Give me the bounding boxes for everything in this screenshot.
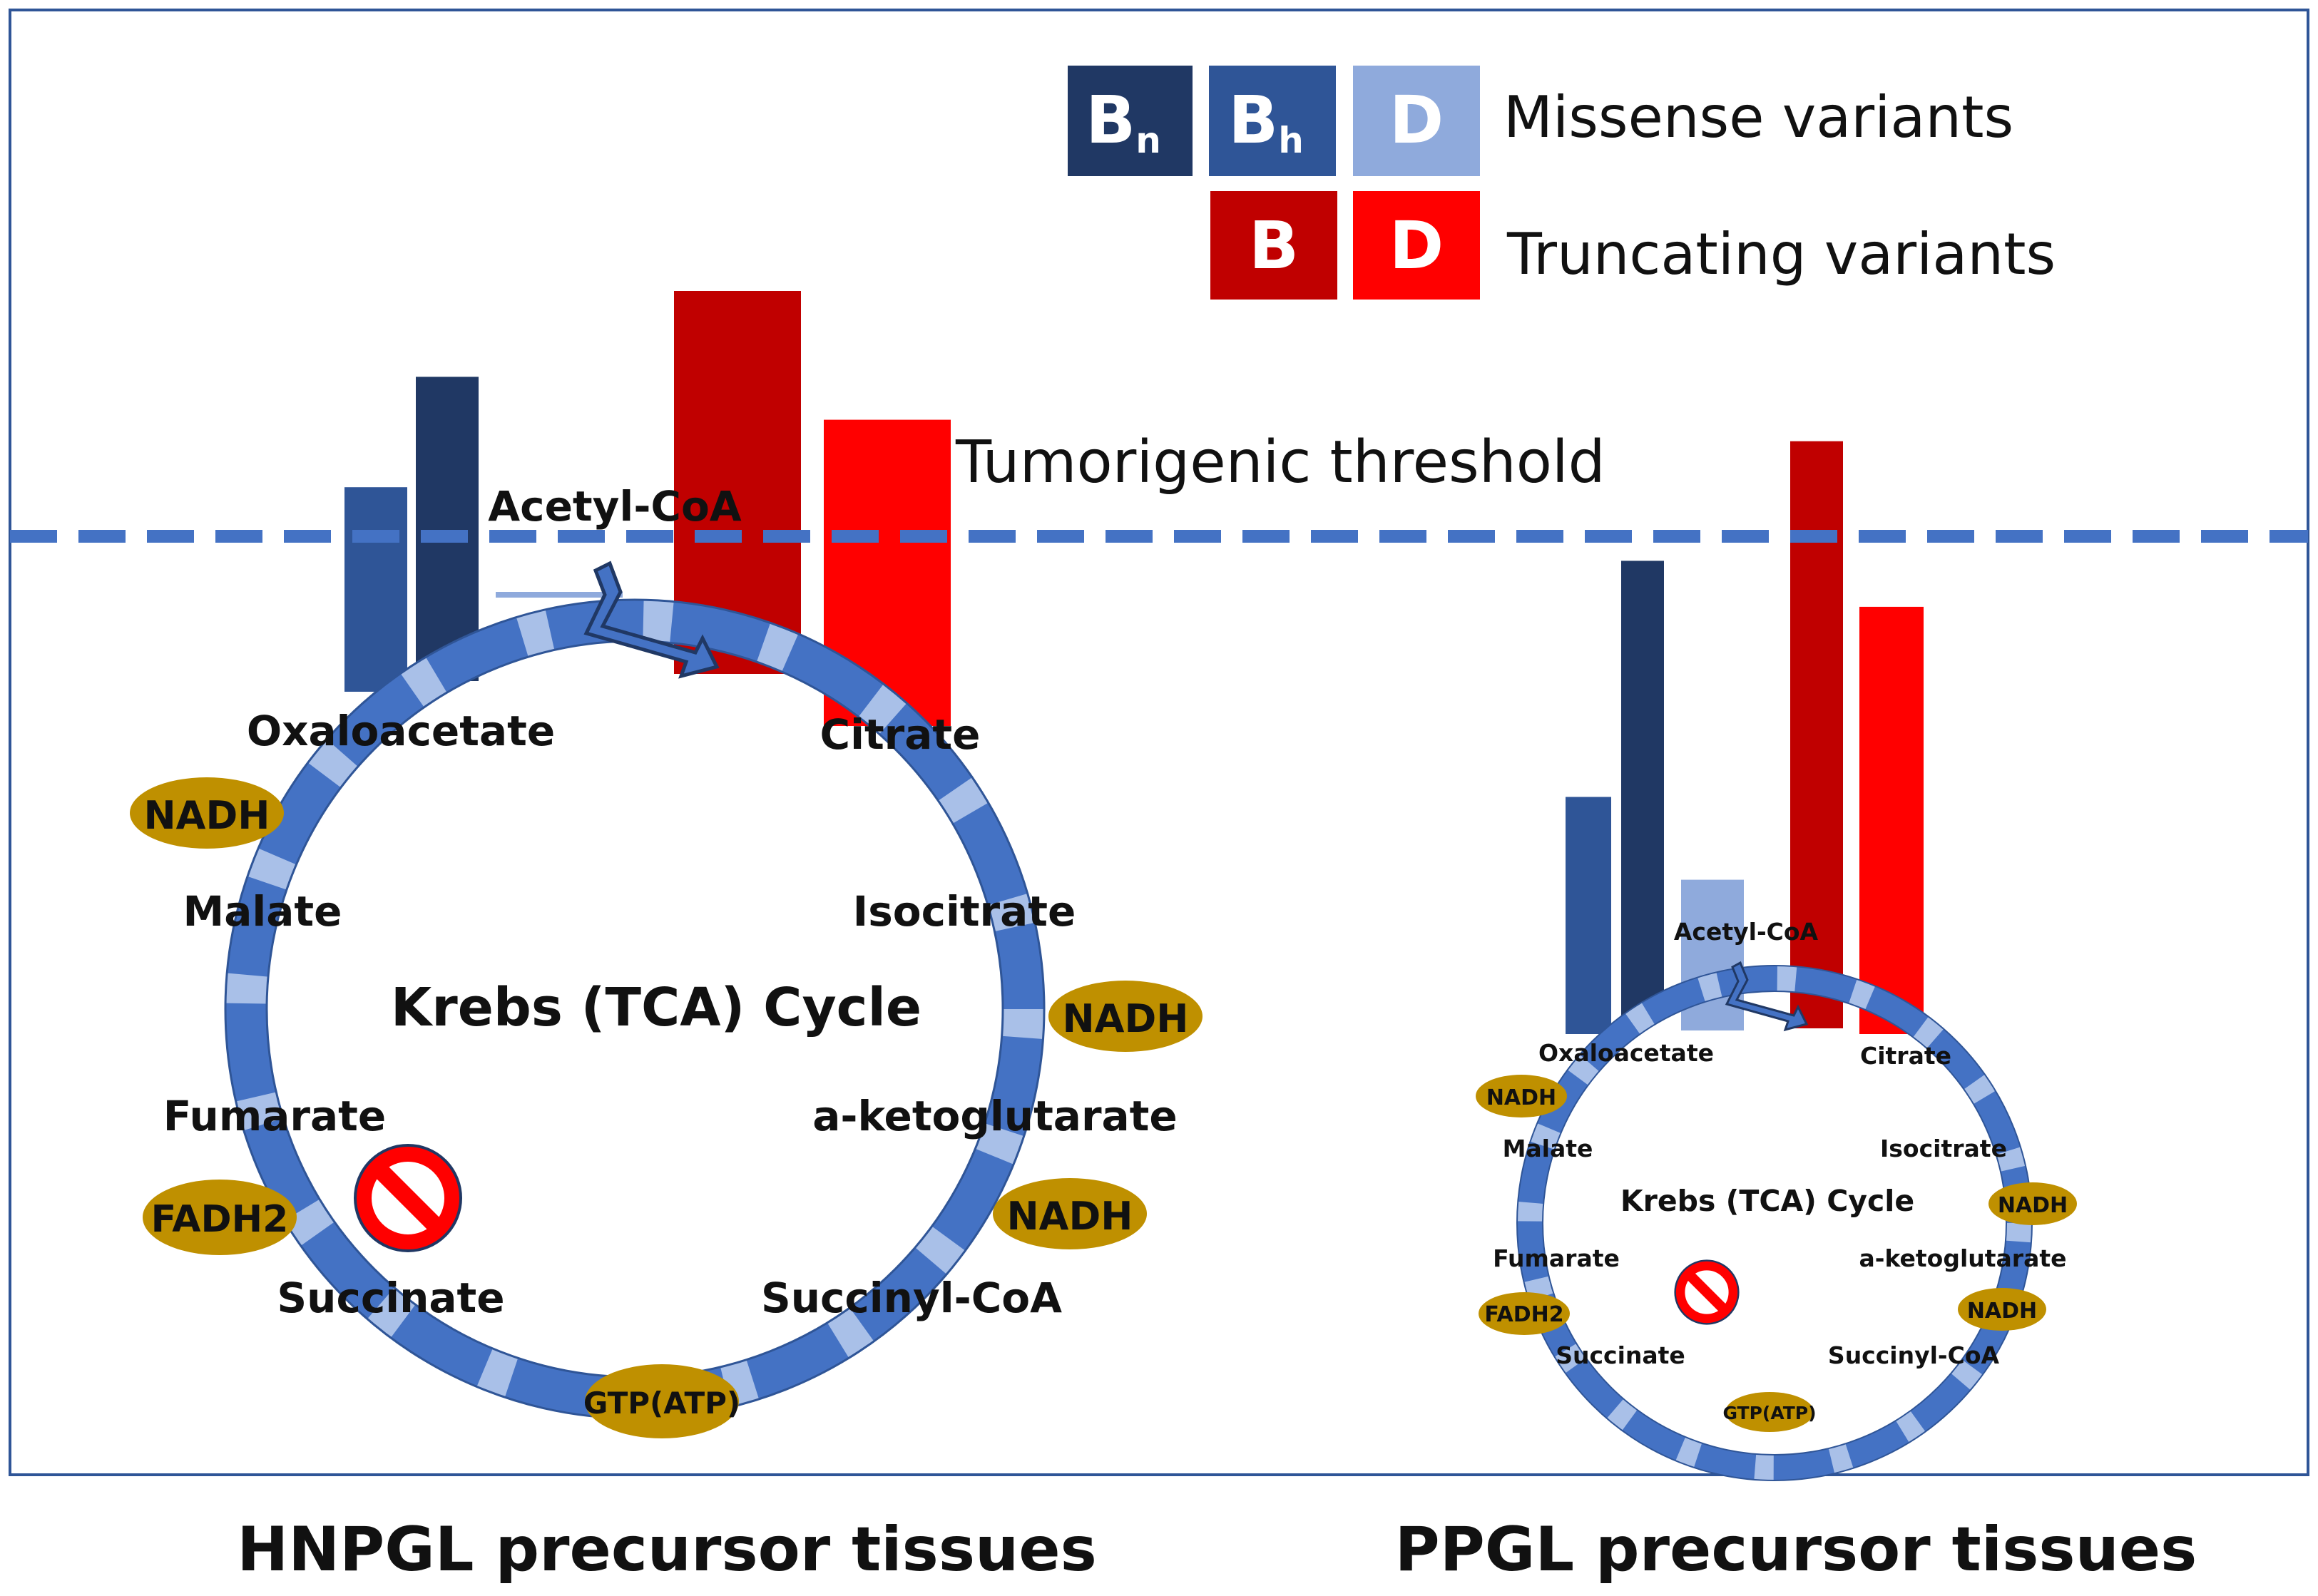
succinyl-coa-label: Succinyl-CoA (761, 1274, 1062, 1322)
bar-ppgl-missense-D (1681, 879, 1744, 1030)
svg-text:NADH: NADH (1062, 996, 1188, 1041)
legend-label-missense: Missense variants (1503, 84, 2013, 150)
oxaloacetate-label: Oxaloacetate (247, 707, 555, 755)
legend-box-truncating-b: B (1210, 191, 1337, 300)
legend-box-missense-bn: Bn (1068, 66, 1193, 176)
nadh-badge: NADH (993, 1178, 1147, 1249)
nadh-badge: NADH (1048, 981, 1203, 1052)
nadh-badge: NADH (1958, 1288, 2046, 1331)
svg-text:NADH: NADH (1486, 1085, 1556, 1110)
svg-text:D: D (1389, 208, 1444, 284)
svg-text:GTP(ATP): GTP(ATP) (1722, 1403, 1816, 1423)
fumarate-label: Fumarate (163, 1092, 386, 1140)
bar-hnpgl-missense-Bh (344, 487, 407, 692)
bar-ppgl-missense-Bh (1566, 797, 1611, 1034)
svg-text:Bh: Bh (1228, 82, 1304, 161)
threshold-label: Tumorigenic threshold (955, 429, 1605, 496)
krebs-cycle-ppgl: Acetyl-CoA Oxaloacetate Citrate Isocitra… (1476, 918, 2077, 1481)
bars-layer (344, 291, 1924, 1034)
svg-text:Bn: Bn (1086, 82, 1161, 161)
ketoglutarate-label: a-ketoglutarate (1859, 1244, 2066, 1272)
legend-label-truncating: Truncating variants (1506, 221, 2056, 287)
acetyl-coa-label: Acetyl-CoA (1674, 918, 1819, 946)
legend: Bn Bh D Missense variants B D Truncating… (1068, 66, 2056, 300)
nadh-badge: NADH (1476, 1075, 1567, 1117)
fadh2-badge: FADH2 (143, 1180, 297, 1255)
panel-title-hnpgl: HNPGL precursor tissues (237, 1514, 1097, 1585)
legend-box-missense-bh: Bh (1209, 66, 1336, 176)
legend-box-truncating-d: D (1353, 191, 1480, 300)
nadh-badge: NADH (130, 777, 284, 849)
svg-text:NADH: NADH (1006, 1194, 1133, 1239)
svg-text:B: B (1249, 208, 1299, 284)
citrate-label: Citrate (820, 710, 981, 759)
gtp-badge: GTP(ATP) (1722, 1392, 1817, 1432)
svg-text:GTP(ATP): GTP(ATP) (583, 1386, 740, 1421)
bar-ppgl-missense-Bn (1621, 561, 1664, 1020)
bar-ppgl-truncating-D (1859, 606, 1924, 1034)
blocked-step-icon (355, 1145, 461, 1251)
acetyl-arrow-icon (1725, 961, 1809, 1032)
legend-box-missense-d: D (1353, 66, 1480, 176)
malate-label: Malate (1503, 1135, 1593, 1162)
svg-text:FADH2: FADH2 (1484, 1302, 1563, 1327)
acetyl-arrow-icon (583, 561, 720, 679)
svg-text:NADH: NADH (1998, 1193, 2068, 1218)
acetyl-coa-label: Acetyl-CoA (488, 482, 742, 531)
cycle-title: Krebs (TCA) Cycle (391, 977, 921, 1038)
gtp-badge: GTP(ATP) (583, 1364, 740, 1438)
nadh-badge: NADH (1988, 1182, 2077, 1225)
cycle-title: Krebs (TCA) Cycle (1620, 1184, 1914, 1218)
succinyl-coa-label: Succinyl-CoA (1828, 1341, 2000, 1369)
succinate-label: Succinate (1556, 1341, 1685, 1369)
ketoglutarate-label: a-ketoglutarate (812, 1092, 1178, 1140)
oxaloacetate-label: Oxaloacetate (1538, 1039, 1714, 1067)
figure-frame (9, 9, 2309, 1476)
bar-hnpgl-missense-D (496, 592, 623, 598)
blocked-step-icon (1675, 1261, 1739, 1324)
succinate-label: Succinate (277, 1274, 504, 1322)
bar-hnpgl-missense-Bn (416, 377, 479, 681)
fumarate-label: Fumarate (1493, 1244, 1620, 1272)
svg-text:NADH: NADH (1967, 1299, 2037, 1324)
fadh2-badge: FADH2 (1479, 1292, 1570, 1335)
isocitrate-label: Isocitrate (853, 887, 1076, 936)
svg-text:D: D (1389, 82, 1444, 158)
svg-text:NADH: NADH (143, 793, 270, 838)
malate-label: Malate (183, 887, 342, 936)
isocitrate-label: Isocitrate (1880, 1135, 2007, 1162)
citrate-label: Citrate (1860, 1042, 1951, 1070)
svg-text:FADH2: FADH2 (151, 1198, 289, 1241)
krebs-cycle-hnpgl: Acetyl-CoA Oxaloacetate Citrate Isocitra… (130, 482, 1203, 1438)
panel-title-ppgl: PPGL precursor tissues (1395, 1514, 2197, 1585)
